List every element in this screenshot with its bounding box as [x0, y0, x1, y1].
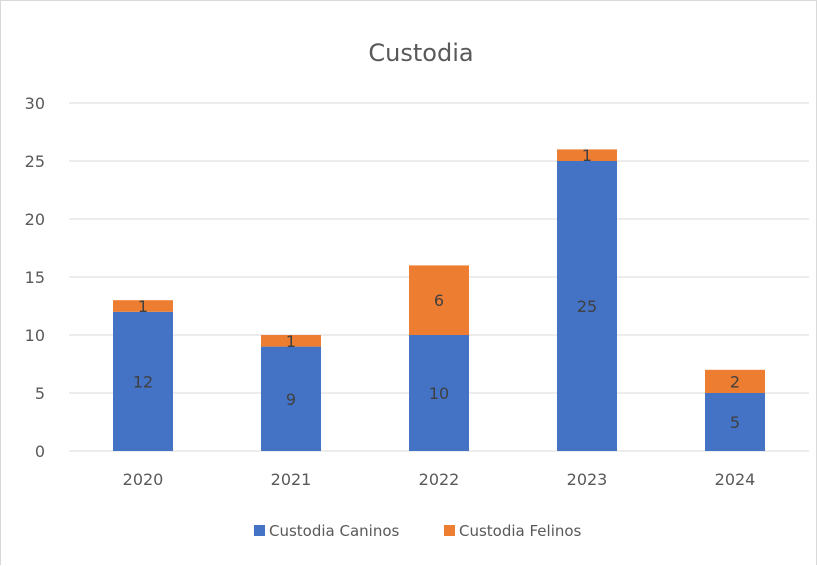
data-label: 10 — [429, 384, 449, 403]
bar-caninos-2024 — [705, 393, 765, 451]
y-tick-label: 5 — [35, 384, 45, 403]
y-tick-label: 30 — [25, 94, 45, 113]
x-axis-tick-labels: 2020 2021 2022 2023 2024 — [123, 470, 756, 489]
y-tick-label: 20 — [25, 210, 45, 229]
data-label: 25 — [577, 297, 597, 316]
bar-caninos-2021 — [261, 346, 321, 451]
y-tick-label: 0 — [35, 442, 45, 461]
y-axis-tick-labels: 0 5 10 15 20 25 30 — [25, 94, 45, 461]
legend: Custodia Caninos Custodia Felinos — [254, 522, 582, 540]
bar-caninos-2022 — [409, 335, 469, 451]
bar-felinos-2023 — [557, 149, 617, 161]
data-labels: 12 1 9 1 10 6 25 1 5 2 — [133, 146, 740, 432]
data-label: 6 — [434, 291, 444, 310]
bar-felinos-2022 — [409, 265, 469, 335]
bar-caninos-2023 — [557, 161, 617, 451]
x-tick-label: 2022 — [419, 470, 460, 489]
data-label: 1 — [286, 332, 296, 351]
y-tick-label: 25 — [25, 152, 45, 171]
chart-title: Custodia — [368, 39, 473, 67]
y-tick-label: 15 — [25, 268, 45, 287]
legend-swatch-caninos — [254, 525, 265, 536]
bar-caninos-2020 — [113, 311, 173, 451]
bar-felinos-2020 — [113, 300, 173, 312]
data-label: 1 — [582, 146, 592, 165]
bar-felinos-2024 — [705, 369, 765, 393]
x-tick-label: 2021 — [271, 470, 312, 489]
y-tick-label: 10 — [25, 326, 45, 345]
x-tick-label: 2024 — [715, 470, 756, 489]
bars — [113, 149, 765, 451]
legend-label: Custodia Felinos — [459, 522, 582, 540]
legend-swatch-felinos — [444, 525, 455, 536]
bar-felinos-2021 — [261, 335, 321, 347]
data-label: 1 — [138, 297, 148, 316]
x-tick-label: 2023 — [567, 470, 608, 489]
data-label: 5 — [730, 413, 740, 432]
data-label: 2 — [730, 372, 740, 391]
data-label: 9 — [286, 390, 296, 409]
legend-label: Custodia Caninos — [269, 522, 400, 540]
data-label: 12 — [133, 372, 153, 391]
x-tick-label: 2020 — [123, 470, 164, 489]
